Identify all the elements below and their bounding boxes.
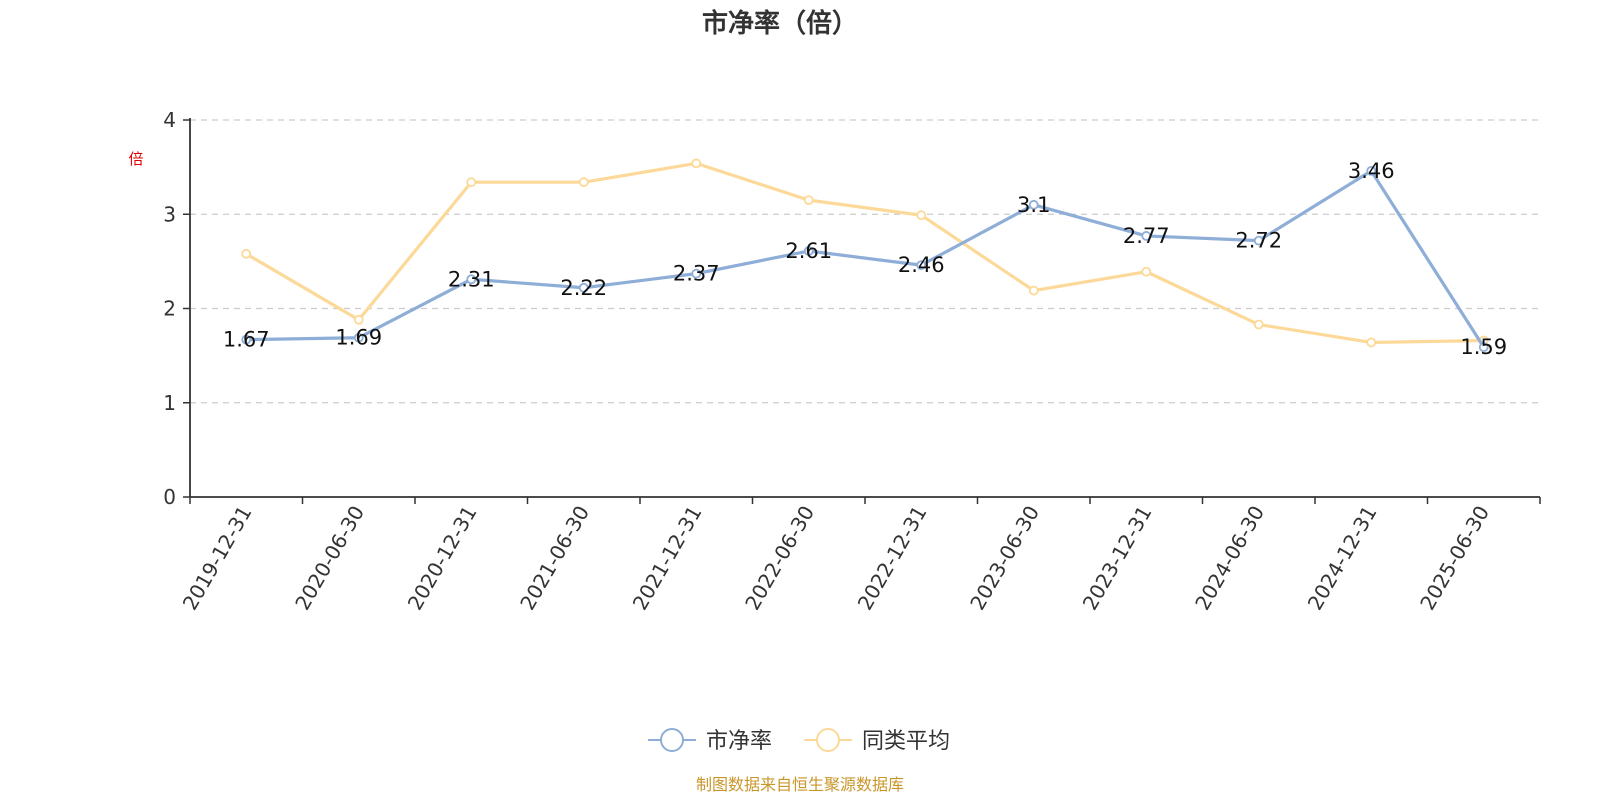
data-point <box>466 274 477 285</box>
axes <box>183 118 1541 504</box>
x-tick-label: 2023-06-30 <box>965 502 1044 615</box>
data-point <box>1253 235 1264 246</box>
data-point <box>353 314 364 325</box>
series-line-1 <box>244 161 1486 345</box>
chart-title: 市净率（倍） <box>702 8 858 39</box>
data-point <box>578 177 589 188</box>
x-tick-label: 2019-12-31 <box>178 502 257 615</box>
data-point <box>916 260 927 271</box>
x-tick-label: 2023-12-31 <box>1078 502 1157 615</box>
y-tick-label-1: 1 <box>163 391 176 415</box>
x-tick-label: 2021-12-31 <box>628 502 707 615</box>
grid-lines <box>190 119 1540 404</box>
x-tick-label: 2022-06-30 <box>740 502 819 615</box>
data-label: 1.69 <box>335 326 382 350</box>
data-point <box>353 332 364 343</box>
y-tick-labels: 0 1 2 3 4 <box>163 108 176 509</box>
data-point <box>1366 165 1377 176</box>
data-point <box>691 158 702 169</box>
legend-marker <box>660 728 684 752</box>
data-point <box>578 282 589 293</box>
legend-item-1[interactable]: 同类平均 <box>804 728 950 754</box>
data-point <box>1478 342 1489 353</box>
data-point <box>1366 337 1377 348</box>
data-point <box>241 334 252 345</box>
data-label: 1.59 <box>1460 335 1507 359</box>
data-point <box>803 246 814 256</box>
legend-marker <box>816 728 840 752</box>
y-axis-unit: 倍 <box>128 150 143 168</box>
source-note: 制图数据来自恒生聚源数据库 <box>696 775 904 794</box>
data-point <box>1028 199 1039 210</box>
x-tick-label: 2020-12-31 <box>403 502 482 615</box>
x-tick-label: 2020-06-30 <box>290 502 369 615</box>
data-label: 2.46 <box>898 253 945 277</box>
legend-label: 同类平均 <box>862 729 950 754</box>
series-line-0 <box>244 169 1486 349</box>
data-point <box>1253 319 1264 330</box>
data-label: 2.22 <box>560 276 607 300</box>
data-label: 2.72 <box>1235 229 1282 253</box>
x-tick-label: 2024-06-30 <box>1190 502 1269 615</box>
x-tick-label: 2025-06-30 <box>1415 502 1494 615</box>
data-label: 3.46 <box>1348 159 1395 183</box>
y-tick-label-2: 2 <box>163 297 176 321</box>
data-point <box>1028 285 1039 296</box>
data-point <box>691 268 702 279</box>
x-tick-label: 2021-06-30 <box>515 502 594 615</box>
y-tick-label-4: 4 <box>163 108 176 132</box>
data-point <box>241 248 252 259</box>
y-tick-label-0: 0 <box>163 485 176 509</box>
data-label: 3.1 <box>1017 193 1050 217</box>
x-tick-labels: 2019-12-31 2020-06-30 2020-12-31 2021-06-30… <box>178 502 1494 615</box>
data-point <box>466 177 477 188</box>
legend-item-0[interactable]: 市净率 <box>648 728 772 754</box>
series-layer <box>241 158 1489 353</box>
data-point <box>916 210 927 221</box>
data-point <box>803 195 814 206</box>
data-label: 2.61 <box>785 239 832 263</box>
data-point <box>1141 266 1152 277</box>
data-label: 2.31 <box>448 267 495 291</box>
data-labels: 1.67 1.69 2.31 2.22 2.37 2.61 2.46 3.1 2.77 2.72 3… <box>223 159 1507 359</box>
data-label: 1.67 <box>223 328 270 352</box>
legend[interactable]: 市净率 同类平均 <box>648 728 950 754</box>
legend-label: 市净率 <box>706 729 772 754</box>
data-point <box>1141 231 1152 241</box>
y-tick-label-3: 3 <box>163 202 176 226</box>
x-tick-label: 2022-12-31 <box>853 502 932 615</box>
x-tick-label: 2024-12-31 <box>1303 502 1382 615</box>
data-label: 2.77 <box>1123 224 1170 248</box>
data-label: 2.37 <box>673 262 720 286</box>
